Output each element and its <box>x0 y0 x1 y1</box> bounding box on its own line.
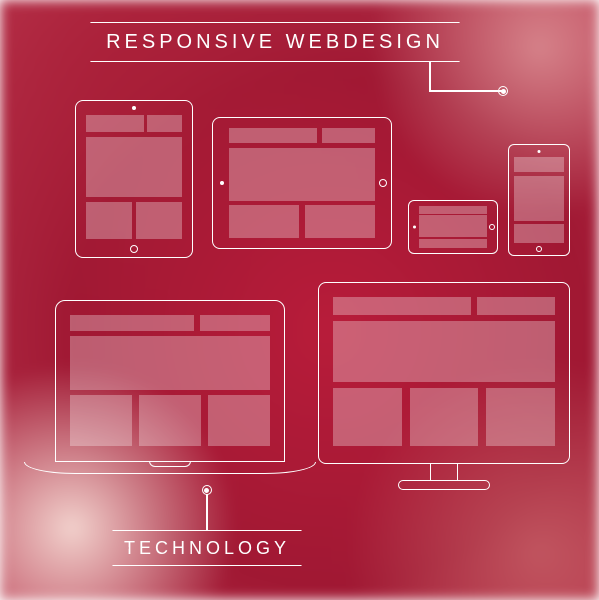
footer-ribbon: TECHNOLOGY <box>112 530 302 566</box>
footer-label: TECHNOLOGY <box>124 538 290 559</box>
connector-line <box>429 90 503 92</box>
connector-node-fill <box>501 89 506 94</box>
wireframe-panel <box>86 137 182 197</box>
tablet-landscape <box>212 117 392 249</box>
wireframe-panel <box>477 297 555 315</box>
wireframe-panel <box>86 202 132 239</box>
wireframe-panel <box>70 336 270 390</box>
wireframe-panel <box>486 388 555 446</box>
wireframe-panel <box>229 128 317 143</box>
header-title: RESPONSIVE WEBDESIGN <box>106 31 444 54</box>
wireframe-panel <box>419 206 487 214</box>
header-ribbon: RESPONSIVE WEBDESIGN <box>90 22 460 62</box>
desktop-monitor <box>318 282 570 464</box>
wireframe-panel <box>229 148 375 201</box>
wireframe-panel <box>70 395 132 446</box>
device-screen <box>514 157 564 243</box>
wireframe-panel <box>419 215 487 237</box>
monitor-base <box>398 480 490 490</box>
camera-icon <box>132 106 136 110</box>
device-screen <box>419 206 487 248</box>
wireframe-panel <box>333 297 471 315</box>
connector-line <box>429 62 431 92</box>
wireframe-panel <box>410 388 479 446</box>
home-button-icon <box>130 245 138 253</box>
wireframe-panel <box>514 157 564 172</box>
phone-landscape <box>408 200 498 254</box>
home-button-icon <box>379 179 387 187</box>
phone-portrait <box>508 144 570 256</box>
wireframe-panel <box>229 205 299 238</box>
wireframe-panel <box>208 395 270 446</box>
camera-icon <box>413 226 416 229</box>
infographic-stage: RESPONSIVE WEBDESIGN <box>0 0 599 600</box>
camera-icon <box>538 150 541 153</box>
wireframe-panel <box>136 202 182 239</box>
wireframe-panel <box>86 115 144 132</box>
camera-icon <box>220 181 224 185</box>
tablet-portrait <box>75 100 193 258</box>
wireframe-panel <box>514 176 564 221</box>
wireframe-panel <box>305 205 375 238</box>
device-screen <box>229 128 375 238</box>
connector-line <box>206 494 208 530</box>
monitor-neck <box>430 464 458 480</box>
wireframe-panel <box>514 224 564 243</box>
wireframe-panel <box>70 315 194 331</box>
wireframe-panel <box>147 115 182 132</box>
laptop-base <box>24 462 316 474</box>
device-screen <box>333 297 555 449</box>
wireframe-panel <box>322 128 375 143</box>
device-screen <box>86 115 182 239</box>
wireframe-panel <box>333 321 555 382</box>
wireframe-panel <box>419 239 487 248</box>
connector-node-fill <box>204 488 209 493</box>
wireframe-panel <box>200 315 270 331</box>
home-button-icon <box>489 224 495 230</box>
home-button-icon <box>536 246 542 252</box>
laptop <box>55 300 285 462</box>
wireframe-panel <box>139 395 201 446</box>
wireframe-panel <box>333 388 402 446</box>
device-screen <box>70 315 270 449</box>
